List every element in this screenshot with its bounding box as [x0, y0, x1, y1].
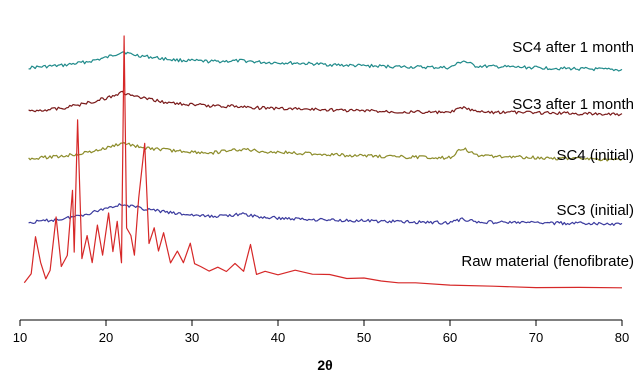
x-axis: 10 20 30 40 50 60 70 80 [13, 319, 629, 345]
series-label-5: Raw material (fenofibrate) [461, 253, 634, 270]
series-line-5 [23, 35, 623, 289]
series-line-2 [28, 90, 623, 117]
x-tick-label: 20 [99, 330, 113, 345]
x-tick-label: 10 [13, 330, 27, 345]
series-line-3 [28, 142, 623, 162]
x-axis-title: 2θ [317, 357, 332, 373]
series-line-4 [28, 203, 623, 226]
x-tick-label: 70 [529, 330, 543, 345]
x-tick-label: 40 [271, 330, 285, 345]
series-group [23, 35, 623, 289]
series-label-1: SC4 after 1 month [512, 39, 634, 56]
x-tick-label: 30 [185, 330, 199, 345]
series-labels: SC4 after 1 month SC3 after 1 month SC4 (i… [461, 39, 634, 270]
x-ticks: 10 20 30 40 50 60 70 80 [13, 320, 629, 345]
x-tick-label: 60 [443, 330, 457, 345]
series-label-2: SC3 after 1 month [512, 96, 634, 113]
x-tick-label: 50 [357, 330, 371, 345]
series-label-3: SC4 (initial) [556, 147, 634, 164]
series-line-1 [28, 51, 623, 72]
x-tick-label: 80 [615, 330, 629, 345]
series-label-4: SC3 (initial) [556, 202, 634, 219]
